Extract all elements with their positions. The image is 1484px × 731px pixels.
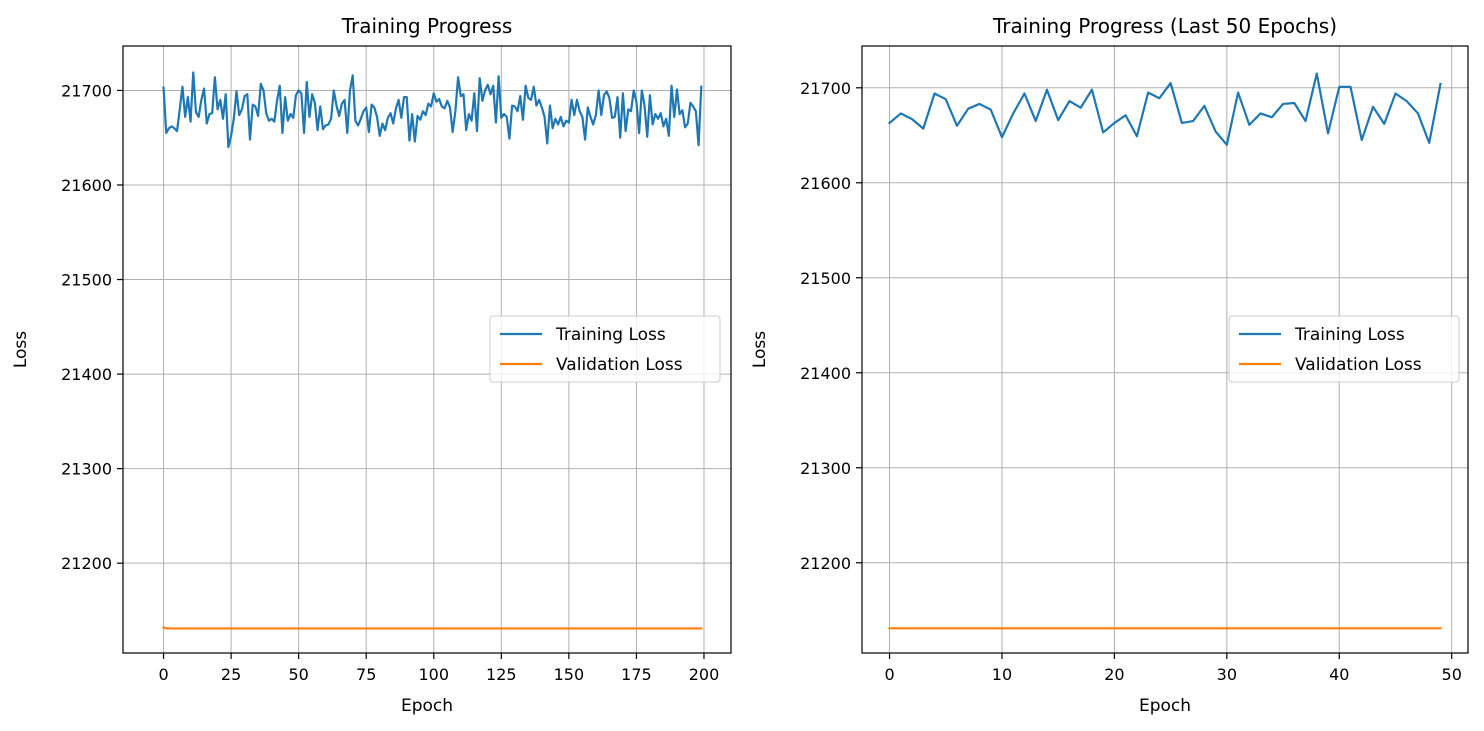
series-line-training-loss [162,71,703,149]
y-tick-label: 21400 [800,364,851,383]
series-line-validation-loss [162,626,703,630]
legend-entry-label: Training Loss [555,325,666,345]
plot-frame [122,45,732,654]
x-tick-label: 0 [158,665,168,684]
plot-frame [861,45,1469,654]
y-tick-label: 21600 [800,174,851,193]
legend: Training Loss Validation Loss [1228,315,1460,383]
y-tick-label: 21300 [800,459,851,478]
y-tick-label: 21300 [61,460,112,479]
x-tick-label: 20 [1104,665,1124,684]
x-tick-label: 25 [221,665,241,684]
y-tick-label: 21700 [800,79,851,98]
y-axis-label: Loss [11,331,31,368]
y-tick-label: 21600 [61,176,112,195]
legend-entry-label: Training Loss [1294,325,1405,345]
legend-entry-label: Validation Loss [556,355,683,375]
x-tick-label: 100 [418,665,449,684]
chart-panel-training-progress: Training Progress Epoch Loss 0 25 50 75 100 1… [11,14,732,716]
x-tick-label: 75 [356,665,376,684]
chart-title: Training Progress [341,14,513,38]
chart-title: Training Progress (Last 50 Epochs) [992,14,1337,38]
x-axis-label: Epoch [401,696,453,716]
x-tick-label: 40 [1329,665,1349,684]
x-tick-label: 200 [689,665,720,684]
x-tick-label: 50 [288,665,308,684]
y-tick-label: 21400 [61,365,112,384]
legend-box [1228,315,1460,383]
y-tick-label: 21500 [61,271,112,290]
legend-box [489,315,721,383]
y-tick-label: 21200 [61,554,112,573]
legend: Training Loss Validation Loss [489,315,721,383]
x-tick-label: 175 [621,665,652,684]
x-tick-label: 125 [486,665,517,684]
x-tick-label: 10 [992,665,1012,684]
legend-entry-label: Validation Loss [1295,355,1422,375]
y-tick-label: 21500 [800,269,851,288]
x-tick-label: 50 [1442,665,1462,684]
chart-panel-training-progress-last-50: Training Progress (Last 50 Epochs) Epoch… [750,14,1469,716]
y-tick-label: 21700 [61,81,112,100]
y-tick-label: 21200 [800,554,851,573]
x-axis-label: Epoch [1139,696,1191,716]
y-axis-label: Loss [750,331,770,368]
series-line-training-loss [887,72,1442,146]
x-tick-label: 150 [554,665,585,684]
x-tick-label: 30 [1217,665,1237,684]
x-tick-label: 0 [884,665,894,684]
